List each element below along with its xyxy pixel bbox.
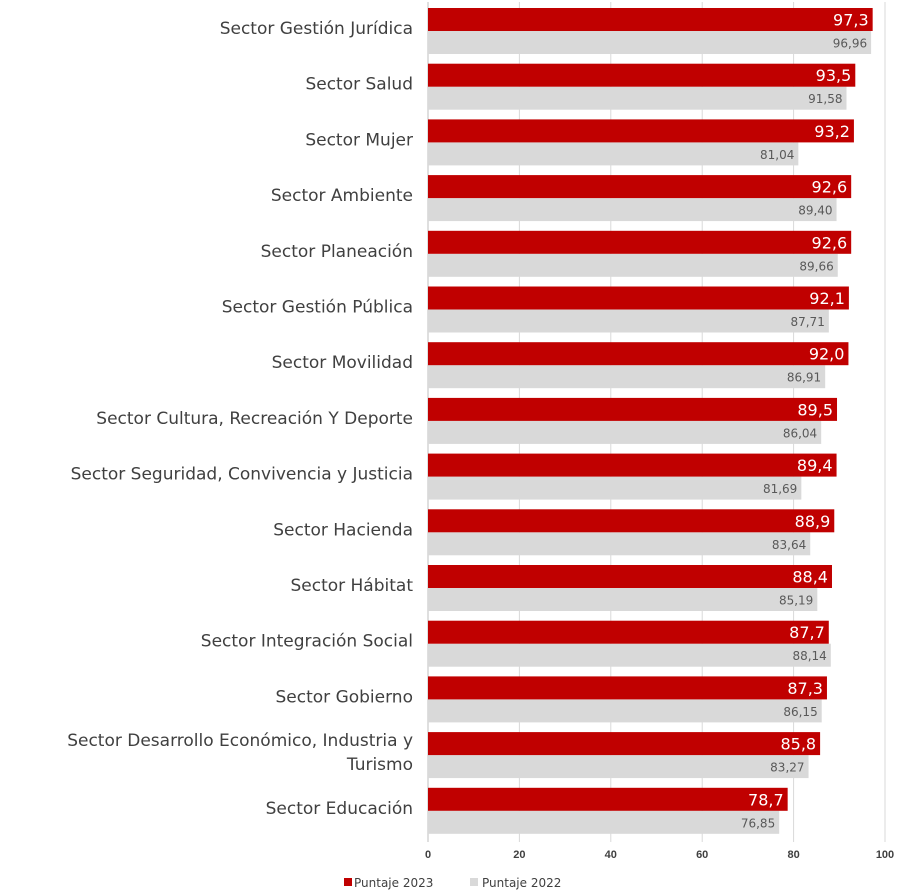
data-label-2023: 85,8	[780, 735, 816, 754]
data-label-2023: 93,2	[814, 122, 850, 141]
category-label: Sector Integración Social	[201, 632, 413, 652]
data-label-2023: 97,3	[833, 11, 869, 30]
x-tick-label: 80	[787, 849, 799, 861]
data-label-2022: 81,04	[760, 148, 794, 162]
bar-2023	[428, 175, 852, 199]
data-label-2023: 89,5	[797, 400, 833, 419]
legend-swatch-2022	[470, 878, 478, 886]
bar-2022	[428, 810, 780, 834]
data-label-2023: 87,3	[787, 679, 823, 698]
bar-2022	[428, 365, 826, 389]
data-label-2023: 88,9	[795, 512, 831, 531]
x-tick-label: 0	[425, 849, 431, 861]
bar-2023	[428, 676, 827, 700]
legend-label-2023: Puntaje 2023	[354, 876, 433, 890]
data-label-2022: 86,04	[783, 426, 817, 440]
bar-2022	[428, 142, 799, 166]
bar-2023	[428, 565, 832, 588]
bar-2023	[428, 63, 856, 87]
category-label: Sector Salud	[305, 75, 413, 95]
data-label-2022: 86,15	[783, 705, 817, 719]
bar-2022	[428, 699, 822, 723]
data-label-2022: 83,64	[772, 538, 806, 552]
category-label: Sector Seguridad, Convivencia y Justicia	[71, 465, 413, 485]
category-label: Sector Cultura, Recreación Y Deporte	[96, 409, 413, 429]
category-label: Sector Desarrollo Económico, Industria y	[67, 731, 413, 751]
category-label: Sector Gestión Pública	[222, 298, 413, 318]
legend-swatch-2023	[344, 878, 352, 886]
data-label-2023: 92,0	[809, 345, 845, 364]
bar-2022	[428, 588, 818, 611]
category-label: Sector Mujer	[305, 130, 413, 150]
data-label-2023: 89,4	[797, 456, 833, 475]
bar-2022	[428, 31, 872, 54]
category-label: Sector Movilidad	[272, 353, 413, 373]
category-label: Sector Hacienda	[273, 520, 413, 540]
data-label-2022: 96,96	[833, 37, 867, 51]
data-label-2022: 91,58	[808, 92, 842, 106]
data-label-2023: 88,4	[792, 568, 828, 587]
bar-2022	[428, 420, 822, 444]
bar-2023	[428, 342, 849, 366]
data-label-2023: 92,1	[809, 289, 845, 308]
bar-2023	[428, 620, 829, 644]
data-label-2022: 88,14	[792, 649, 826, 663]
bar-2023	[428, 8, 873, 31]
bar-2022	[428, 755, 809, 779]
bar-2022	[428, 532, 811, 556]
bar-2023	[428, 453, 837, 477]
x-tick-label: 20	[513, 849, 525, 861]
bar-2022	[428, 309, 829, 333]
bar-2023	[428, 397, 838, 421]
data-label-2022: 89,66	[799, 259, 833, 273]
bar-2023	[428, 230, 852, 254]
data-label-2023: 87,7	[789, 623, 825, 642]
category-label: Turismo	[346, 755, 413, 775]
bar-2022	[428, 253, 838, 277]
category-label: Sector Planeación	[261, 242, 413, 262]
data-label-2022: 86,91	[787, 371, 821, 385]
legend-label-2022: Puntaje 2022	[482, 876, 561, 890]
data-label-2022: 81,69	[763, 482, 797, 496]
bar-2023	[428, 732, 821, 756]
bar-2023	[428, 286, 849, 310]
category-label: Sector Hábitat	[290, 576, 413, 596]
category-label: Sector Gobierno	[276, 687, 413, 707]
bar-2023	[428, 787, 788, 811]
bar-2022	[428, 198, 837, 222]
x-tick-label: 100	[876, 849, 894, 861]
data-label-2023: 92,6	[812, 178, 848, 197]
category-label: Sector Ambiente	[271, 186, 413, 206]
data-label-2023: 78,7	[748, 790, 784, 809]
category-label: Sector Educación	[266, 799, 413, 819]
data-label-2022: 83,27	[770, 761, 804, 775]
bar-2022	[428, 643, 831, 667]
data-label-2022: 85,19	[779, 594, 813, 608]
data-label-2022: 76,85	[741, 816, 775, 830]
bar-2022	[428, 476, 802, 500]
category-label: Sector Gestión Jurídica	[220, 19, 413, 39]
data-label-2022: 87,71	[790, 315, 824, 329]
bar-2022	[428, 86, 847, 110]
x-tick-label: 60	[696, 849, 708, 861]
data-label-2022: 89,40	[798, 204, 832, 218]
data-label-2023: 93,5	[816, 66, 852, 85]
bar-2023	[428, 119, 854, 143]
x-tick-label: 40	[605, 849, 617, 861]
bar-2023	[428, 509, 835, 533]
data-label-2023: 92,6	[812, 233, 848, 252]
